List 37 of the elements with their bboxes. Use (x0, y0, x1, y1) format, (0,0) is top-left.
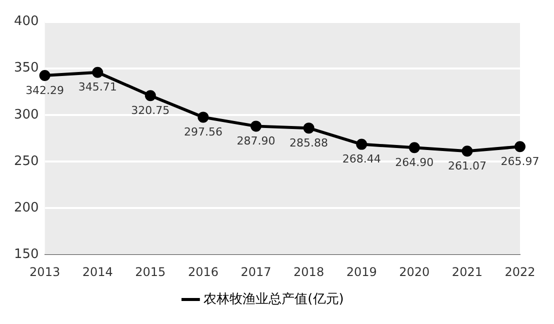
y-tick-label: 300 (14, 107, 39, 122)
data-label: 261.07 (448, 160, 486, 173)
point (356, 138, 368, 150)
x-tick-label: 2018 (294, 264, 324, 279)
x-tick-label: 2017 (240, 264, 272, 279)
data-label: 285.88 (290, 136, 328, 150)
y-tick-label: 400 (14, 14, 39, 30)
x-tick-label: 2015 (135, 264, 166, 279)
x-tick-label: 2022 (504, 264, 536, 279)
x-tick-label: 2019 (346, 264, 377, 279)
point (303, 122, 314, 134)
x-tick-label: 2021 (452, 264, 482, 279)
data-label: 297.56 (184, 126, 222, 139)
point (39, 70, 50, 82)
point (514, 141, 526, 152)
point (462, 146, 473, 157)
data-label: 320.75 (131, 104, 170, 117)
x-tick-label: 2020 (399, 264, 430, 279)
point (198, 112, 209, 123)
point (408, 142, 420, 154)
point (144, 90, 156, 102)
data-label: 342.29 (26, 84, 64, 97)
x-tick-label: 2014 (82, 264, 113, 279)
legend-label: 农林牧渔业总产值(亿元) (204, 292, 344, 307)
y-tick-label: 250 (14, 154, 39, 169)
data-label: 287.90 (236, 134, 276, 148)
y-tick-label: 350 (14, 60, 39, 76)
data-label: 268.44 (342, 152, 381, 166)
data-label: 345.71 (78, 80, 117, 94)
data-label: 264.90 (395, 156, 434, 169)
point (250, 120, 262, 132)
point (92, 66, 104, 78)
x-tick-label: 2013 (30, 264, 60, 279)
x-tick-label: 2016 (188, 264, 218, 279)
data-label: 265.97 (500, 154, 540, 168)
y-tick-label: 200 (14, 200, 39, 216)
y-tick-label: 150 (14, 246, 39, 262)
